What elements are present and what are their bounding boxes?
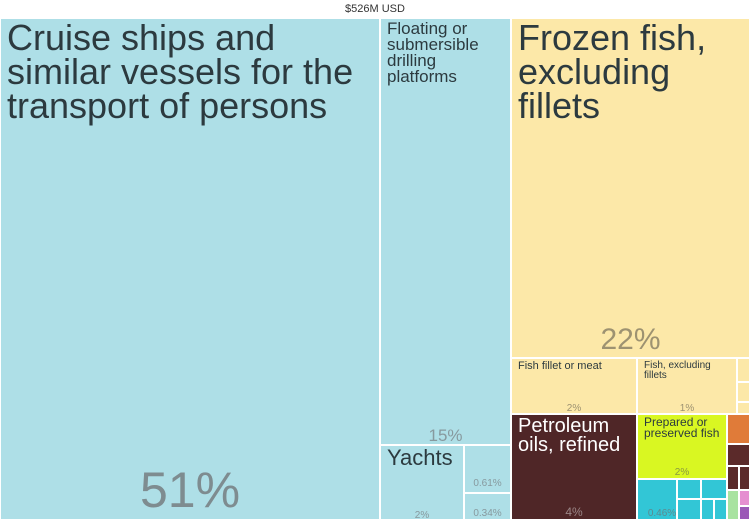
tile-label: Floating or submersible drilling platfor… — [387, 19, 479, 87]
tile-minor-7 — [739, 466, 750, 490]
tile-fish-excluding-fillets: Fish, excluding fillets 1% — [637, 358, 737, 414]
tile-minor-9 — [701, 479, 727, 499]
total-value-label: $526M USD — [345, 3, 405, 15]
tile-cruise-ships: Cruise ships and similar vessels for the… — [0, 18, 380, 520]
tile-percent: 0.34% — [473, 508, 502, 519]
tile-percent: 22% — [600, 323, 661, 356]
tile-minor-2 — [737, 382, 750, 402]
tile-minor-12 — [714, 499, 727, 520]
tile-percent: 15% — [428, 426, 463, 445]
tile-percent: 2% — [566, 403, 582, 414]
tile-label: Yachts — [387, 445, 453, 470]
tile-label: Fish, excluding fillets — [644, 360, 711, 381]
tile-drilling-platforms: Floating or submersible drilling platfor… — [380, 18, 511, 445]
tile-percent: 0.61% — [473, 478, 502, 489]
tile-label: Petroleum oils, refined — [518, 415, 621, 456]
tile-minor-1 — [737, 358, 750, 382]
tile-minor-10 — [677, 499, 701, 520]
tile-percent: 2% — [414, 510, 430, 520]
tile-yachts: Yachts 2% — [380, 445, 464, 520]
tile-label: Frozen fish, excluding fillets — [518, 18, 707, 127]
tile-prepared-fish: Prepared or preserved fish 2% — [637, 414, 727, 479]
tile-minor-6 — [727, 466, 739, 490]
tile-minor-5 — [727, 444, 750, 466]
tile-percent: 0.46% — [647, 508, 677, 519]
tile-minor-4 — [727, 414, 750, 444]
tile-label: Prepared or preserved fish — [644, 415, 720, 441]
tile-fish-fillet: Fish fillet or meat 2% — [511, 358, 637, 414]
tile-percent: 2% — [674, 467, 690, 478]
tile-minor-15 — [739, 506, 750, 520]
tile-frozen-fish: Frozen fish, excluding fillets 22% — [511, 18, 750, 358]
treemap: Cruise ships and similar vessels for the… — [0, 18, 750, 520]
tile-percent: 51% — [139, 462, 241, 518]
tile-minor-11 — [701, 499, 714, 520]
tile-ships-other-b: 0.34% — [464, 493, 511, 520]
tile-ships-other-a: 0.61% — [464, 445, 511, 493]
tile-label: Fish fillet or meat — [518, 360, 602, 372]
tile-minor-13 — [727, 490, 739, 520]
tile-petroleum-oils: Petroleum oils, refined 4% — [511, 414, 637, 520]
tile-label: Cruise ships and similar vessels for the… — [7, 18, 354, 127]
tile-minor-8 — [677, 479, 701, 499]
tile-minor-14 — [739, 490, 750, 506]
tile-percent: 4% — [565, 505, 583, 519]
tile-other-cyan: 0.46% — [637, 479, 677, 520]
tile-minor-3 — [737, 402, 750, 414]
tile-percent: 1% — [679, 403, 695, 414]
